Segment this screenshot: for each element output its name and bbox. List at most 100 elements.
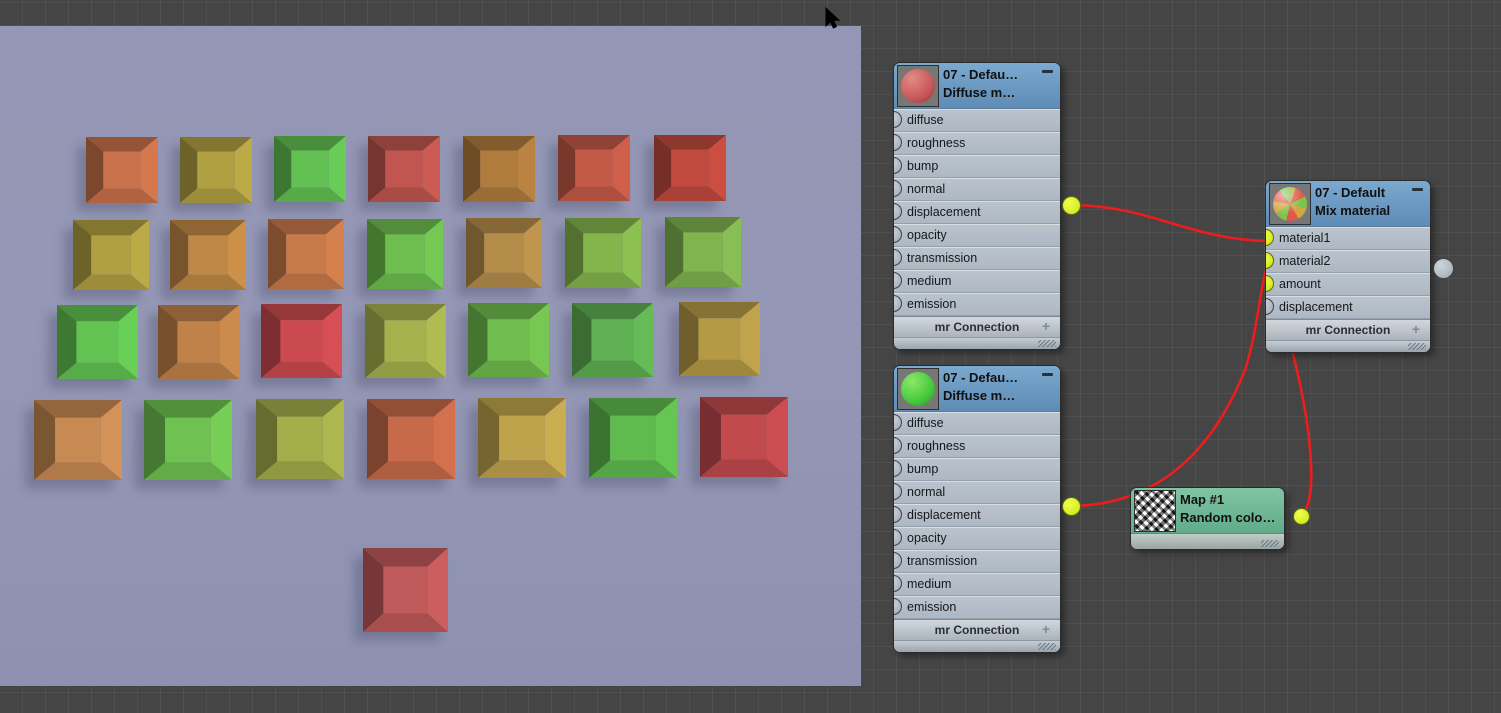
noise-map-thumbnail[interactable] <box>1134 490 1176 532</box>
viewport-tile[interactable] <box>265 136 346 211</box>
socket-roughness[interactable] <box>894 134 902 151</box>
viewport-tile[interactable] <box>656 217 741 296</box>
node-header[interactable]: 07 - Defau… Diffuse m… <box>894 63 1060 109</box>
viewport-tile[interactable] <box>247 399 344 488</box>
socket-material2[interactable] <box>1266 252 1274 269</box>
node-slot-material1[interactable]: material1 <box>1266 227 1430 250</box>
socket-bump[interactable] <box>894 157 902 174</box>
node-slot-displacement[interactable]: displacement <box>894 201 1060 224</box>
socket-transmission[interactable] <box>894 552 902 569</box>
viewport-tile[interactable] <box>563 303 653 386</box>
viewport-tile[interactable] <box>457 218 542 297</box>
node-slot-opacity[interactable]: opacity <box>894 527 1060 550</box>
node-slot-displacement[interactable]: displacement <box>1266 296 1430 319</box>
node-slot-bump[interactable]: bump <box>894 155 1060 178</box>
node-slot-material2[interactable]: material2 <box>1266 250 1430 273</box>
viewport-tile[interactable] <box>135 400 232 489</box>
node-mix-material[interactable]: 07 - Default Mix material material1 mater… <box>1265 180 1454 357</box>
viewport-tile[interactable] <box>149 305 239 388</box>
node-slot-opacity[interactable]: opacity <box>894 224 1060 247</box>
node-map-random-color[interactable]: Map #1 Random colo… <box>1130 487 1310 554</box>
socket-medium[interactable] <box>894 575 902 592</box>
render-viewport[interactable] <box>0 26 861 686</box>
minimize-icon[interactable] <box>1042 373 1053 376</box>
node-header[interactable]: 07 - Default Mix material <box>1266 181 1430 227</box>
node-slot-normal[interactable]: normal <box>894 481 1060 504</box>
node-slot-roughness[interactable]: roughness <box>894 132 1060 155</box>
add-slot-icon[interactable]: + <box>1411 321 1421 337</box>
node-slot-medium[interactable]: medium <box>894 270 1060 293</box>
node-slot-displacement[interactable]: displacement <box>894 504 1060 527</box>
resize-grip[interactable] <box>894 337 1060 349</box>
socket-emission[interactable] <box>894 598 902 615</box>
socket-bump[interactable] <box>894 460 902 477</box>
node-header[interactable]: Map #1 Random colo… <box>1131 488 1284 533</box>
socket-emission[interactable] <box>894 295 902 312</box>
viewport-tile[interactable] <box>359 136 440 211</box>
socket-roughness[interactable] <box>894 437 902 454</box>
viewport-tile[interactable] <box>459 303 549 386</box>
resize-grip[interactable] <box>894 640 1060 652</box>
add-slot-icon[interactable]: + <box>1041 318 1051 334</box>
resize-grip[interactable] <box>1266 340 1430 352</box>
socket-mix-output[interactable] <box>1433 258 1454 279</box>
viewport-tile[interactable] <box>670 302 760 385</box>
node-slot-diffuse[interactable]: diffuse <box>894 412 1060 435</box>
socket-medium[interactable] <box>894 272 902 289</box>
node-slot-amount[interactable]: amount <box>1266 273 1430 296</box>
viewport-tile[interactable] <box>358 399 455 488</box>
node-diffuse-material-1[interactable]: 07 - Defau… Diffuse m… diffuse roughness b… <box>893 62 1071 354</box>
resize-grip[interactable] <box>1131 533 1284 549</box>
socket-opacity[interactable] <box>894 226 902 243</box>
viewport-tile[interactable] <box>469 398 566 487</box>
viewport-tile[interactable] <box>354 548 448 641</box>
viewport-tile[interactable] <box>161 220 246 299</box>
viewport-tile[interactable] <box>77 137 158 212</box>
viewport-tile[interactable] <box>25 400 122 489</box>
green-sphere-thumbnail[interactable] <box>897 368 939 410</box>
node-slot-transmission[interactable]: transmission <box>894 247 1060 270</box>
node-footer[interactable]: mr Connection + <box>894 619 1060 640</box>
socket-displacement[interactable] <box>1266 298 1274 315</box>
node-slot-normal[interactable]: normal <box>894 178 1060 201</box>
viewport-tile[interactable] <box>259 219 344 298</box>
viewport-tile[interactable] <box>549 135 630 210</box>
viewport-tile[interactable] <box>171 137 252 212</box>
mixed-sphere-thumbnail[interactable] <box>1269 183 1311 225</box>
viewport-tile[interactable] <box>252 304 342 387</box>
node-header[interactable]: 07 - Defau… Diffuse m… <box>894 366 1060 412</box>
viewport-tile[interactable] <box>645 135 726 210</box>
socket-map-output[interactable] <box>1293 508 1310 525</box>
viewport-tile[interactable] <box>64 220 149 299</box>
socket-diffuse1-output[interactable] <box>1062 196 1081 215</box>
viewport-tile[interactable] <box>358 219 443 298</box>
socket-diffuse[interactable] <box>894 414 902 431</box>
socket-displacement[interactable] <box>894 506 902 523</box>
viewport-tile[interactable] <box>48 305 138 388</box>
node-slot-diffuse[interactable]: diffuse <box>894 109 1060 132</box>
node-slot-transmission[interactable]: transmission <box>894 550 1060 573</box>
node-slot-emission[interactable]: emission <box>894 596 1060 619</box>
socket-opacity[interactable] <box>894 529 902 546</box>
socket-material1[interactable] <box>1266 229 1274 246</box>
viewport-tile[interactable] <box>454 136 535 211</box>
viewport-tile[interactable] <box>556 218 641 297</box>
socket-displacement[interactable] <box>894 203 902 220</box>
minimize-icon[interactable] <box>1412 188 1423 191</box>
viewport-tile[interactable] <box>580 398 677 487</box>
socket-normal[interactable] <box>894 180 902 197</box>
node-slot-bump[interactable]: bump <box>894 458 1060 481</box>
node-diffuse-material-2[interactable]: 07 - Defau… Diffuse m… diffuse roughness b… <box>893 365 1071 657</box>
node-slot-medium[interactable]: medium <box>894 573 1060 596</box>
viewport-tile[interactable] <box>691 397 788 486</box>
socket-transmission[interactable] <box>894 249 902 266</box>
viewport-tile[interactable] <box>356 304 446 387</box>
node-footer[interactable]: mr Connection + <box>1266 319 1430 340</box>
node-slot-roughness[interactable]: roughness <box>894 435 1060 458</box>
socket-diffuse[interactable] <box>894 111 902 128</box>
node-footer[interactable]: mr Connection + <box>894 316 1060 337</box>
socket-normal[interactable] <box>894 483 902 500</box>
minimize-icon[interactable] <box>1042 70 1053 73</box>
node-slot-emission[interactable]: emission <box>894 293 1060 316</box>
socket-diffuse2-output[interactable] <box>1062 497 1081 516</box>
